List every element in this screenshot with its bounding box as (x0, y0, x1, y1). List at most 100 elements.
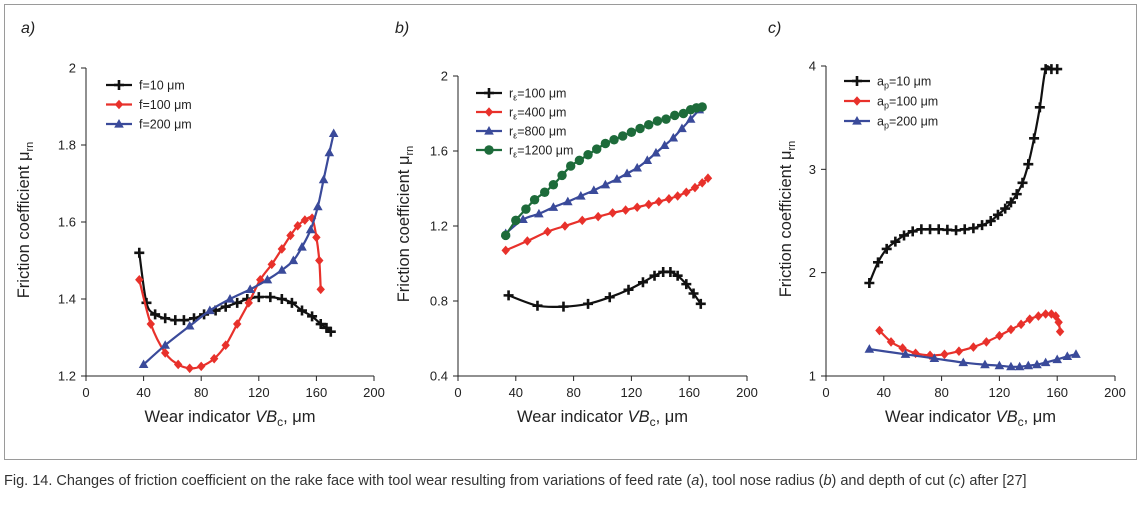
panel-c-data-point (907, 226, 918, 237)
panel-b-legend-label: rε=800 μm (509, 125, 566, 141)
figure-frame: a) 0 40 80 120 160 200 1.2 1.4 1.6 1.8 2 Wear indica… (4, 4, 1137, 460)
panel-c-data-point (898, 343, 907, 353)
panel-a-data-point (288, 255, 299, 265)
panel-a-y-tick-label: 1.6 (58, 215, 76, 230)
panel-c-data-point (977, 220, 988, 231)
panel-a-data-point (197, 361, 206, 372)
panel-a-data-point (184, 320, 195, 330)
panel-b-series-3 (500, 102, 707, 241)
panel-a-data-point (135, 274, 144, 285)
panel-b-data-point (574, 155, 585, 166)
panel-a-data-point (313, 201, 323, 211)
panel-b-data-point (654, 196, 664, 207)
panel-c-data-point (1006, 324, 1016, 335)
panel-b-data-point (677, 123, 687, 133)
figure-caption: Fig. 14. Changes of friction coefficient… (4, 472, 1140, 490)
panel-a-data-point (205, 305, 215, 315)
panel-a-data-point (286, 297, 297, 308)
panel-b-data-point (690, 182, 700, 193)
panel-a: a) 0 40 80 120 160 200 1.2 1.4 1.6 1.8 2 Wear indica… (15, 20, 385, 429)
panel-b-x-tick-label: 120 (621, 385, 643, 400)
panel-c-data-point (881, 243, 892, 254)
panel-b-data-point (661, 114, 671, 124)
panel-b-data-point (583, 150, 593, 160)
panel-a-legend-label: f=10 μm (139, 79, 185, 93)
panel-b-data-point (668, 132, 679, 142)
panel-b-y-tick-label: 2 (441, 69, 448, 84)
panel-b-data-point (697, 102, 707, 112)
panel-b-data-point (566, 161, 576, 171)
panel-b-y-tick-label: 0.8 (430, 294, 448, 309)
panel-a-series-2 (138, 128, 339, 369)
panel-c-data-point (1040, 357, 1051, 367)
panel-b-data-point (503, 290, 514, 301)
panel-c-data-point (1071, 349, 1081, 358)
panel-a-data-point (318, 174, 329, 184)
panel-b: b) 0 40 80 120 160 200 0.4 0.8 1.2 1.6 2 Wear indica… (395, 20, 758, 429)
panel-c-data-point (925, 224, 936, 235)
panel-b-legend-marker (484, 88, 494, 98)
panel-b-legend-entry: rε=100 μm (476, 87, 566, 103)
caption-text-2: ), tool nose radius ( (699, 473, 824, 489)
panel-a-data-point (325, 326, 336, 337)
panel-a-y-tick-label: 1.4 (58, 292, 76, 307)
panel-b-data-point (548, 180, 559, 190)
panel-b-data-point (622, 168, 632, 178)
panel-c-x-tick-label: 120 (989, 385, 1011, 400)
panel-b-data-point (518, 214, 528, 224)
panel-b-data-point (695, 298, 706, 309)
panel-c-data-point (1025, 314, 1034, 324)
panel-b-data-point (521, 204, 531, 214)
panel-c-data-point (980, 359, 990, 369)
panel-a-legend-entry: f=10 μm (106, 79, 185, 93)
panel-c-data-point (982, 337, 991, 347)
panel-c-data-point (1054, 317, 1063, 328)
panel-b-data-point (523, 236, 532, 246)
panel-b-data-point (698, 178, 707, 188)
panel-b-legend-entry: rε=400 μm (476, 106, 566, 122)
panel-b-data-point (618, 131, 628, 141)
panel-c-data-point (940, 349, 949, 360)
panel-c-data-point (992, 209, 1003, 220)
panel-a-series-1 (135, 213, 325, 374)
panel-b-data-point (637, 277, 648, 288)
panel-b-y-tick-label: 1.6 (430, 144, 448, 159)
panel-c-data-point (942, 224, 953, 235)
panel-b-legend-marker (484, 145, 494, 155)
panel-a-data-point (286, 230, 295, 241)
panel-b-data-point (604, 292, 615, 303)
panel-a-y-tick-label: 1.8 (58, 138, 76, 153)
panel-b-data-point (670, 110, 680, 121)
panel-b-legend-marker (484, 126, 494, 135)
panel-a-data-point (221, 340, 230, 350)
panel-b-data-point (626, 127, 637, 137)
panel-a-data-point (245, 284, 255, 293)
panel-b-data-point (608, 208, 617, 218)
panel-b-data-point (632, 202, 642, 213)
panel-a-data-point (262, 274, 273, 284)
panel-c-data-point (985, 216, 996, 226)
panel-c-data-point (1062, 351, 1073, 360)
panel-c-x-tick-label: 80 (934, 385, 948, 400)
panel-a-x-tick-label: 120 (248, 385, 270, 400)
panel-a-data-point (178, 315, 189, 326)
panel-b-data-point (681, 279, 692, 290)
panel-b-x-tick-label: 80 (566, 385, 580, 400)
panel-c-data-point (1034, 102, 1045, 113)
panel-c-y-tick-label: 3 (809, 162, 816, 177)
panel-c-data-point (1014, 361, 1025, 371)
panel-b-x-tick-label: 200 (736, 385, 758, 400)
panel-a-label: a) (21, 20, 35, 37)
panel-b-data-point (659, 140, 670, 149)
panel-b-data-point (642, 155, 653, 164)
panel-a-data-point (305, 224, 316, 234)
panel-a-y-tick-label: 2 (69, 61, 76, 76)
panel-b-data-point (623, 284, 634, 295)
panel-c-data-point (864, 278, 875, 288)
panel-b-data-point (665, 266, 676, 277)
panel-a-data-point (233, 319, 242, 329)
panel-c-y-axis-label: Friction coefficient μrn (777, 141, 798, 298)
panel-a-legend-entry: f=200 μm (106, 118, 192, 132)
panel-c-data-point (1016, 319, 1026, 330)
panel-a-series-line (138, 252, 332, 333)
